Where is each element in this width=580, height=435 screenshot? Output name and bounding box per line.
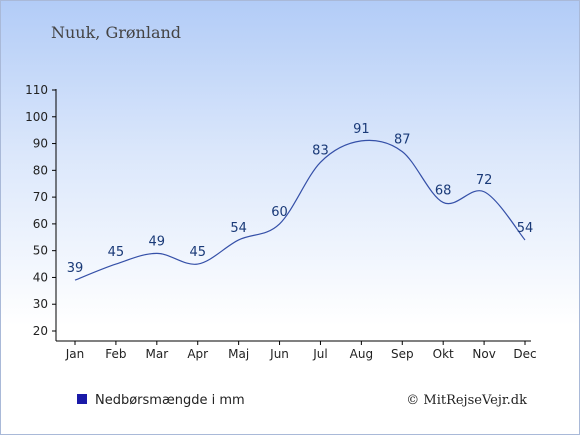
x-tick-label: Mar (145, 347, 168, 361)
y-tick-label: 20 (33, 324, 48, 338)
x-tick-label: Dec (513, 347, 536, 361)
y-tick-label: 80 (33, 163, 48, 177)
data-label: 87 (394, 133, 411, 148)
y-tick-label: 70 (33, 190, 48, 204)
y-tick-label: 40 (33, 270, 48, 284)
data-label: 39 (67, 261, 84, 276)
x-axis-ticks: Jan Feb Mar Apr Maj Jun Jul Aug Sep Okt Nov Dec (65, 341, 537, 361)
x-tick-label: Maj (228, 347, 249, 361)
x-tick-label: Apr (187, 347, 208, 361)
legend: Nedbørsmængde i mm (77, 393, 245, 408)
y-tick-label: 100 (25, 110, 48, 124)
x-tick-label: Sep (391, 347, 414, 361)
data-label: 83 (312, 143, 329, 158)
precipitation-series-line (74, 139, 526, 281)
data-labels: 39 45 49 45 54 60 83 91 87 68 72 54 (67, 122, 534, 276)
y-tick-label: 30 (33, 297, 48, 311)
y-tick-label: 90 (33, 137, 48, 151)
x-tick-label: Aug (350, 347, 373, 361)
legend-swatch (77, 394, 87, 404)
y-tick-label: 110 (25, 83, 48, 97)
location-title: Nuuk, Grønland (51, 23, 181, 42)
x-tick-label: Jun (269, 347, 289, 361)
y-tick-label: 60 (33, 217, 48, 231)
data-label: 91 (353, 122, 370, 137)
data-label: 72 (476, 173, 493, 188)
y-axis-ticks: 20 30 40 50 60 70 80 90 100 110 (25, 83, 56, 338)
data-label: 54 (517, 221, 534, 236)
data-label: 45 (108, 245, 125, 260)
x-tick-label: Jul (312, 347, 327, 361)
x-tick-label: Nov (472, 347, 495, 361)
y-tick-label: 50 (33, 244, 48, 258)
x-tick-label: Jan (65, 347, 85, 361)
data-label: 68 (435, 183, 452, 198)
legend-label: Nedbørsmængde i mm (95, 393, 245, 408)
x-tick-label: Okt (433, 347, 454, 361)
data-label: 60 (271, 205, 288, 220)
data-label: 49 (149, 234, 166, 249)
x-tick-label: Feb (105, 347, 126, 361)
axes (55, 89, 531, 342)
data-label: 54 (230, 221, 247, 236)
credit-text: © MitRejseVejr.dk (406, 393, 527, 408)
data-label: 45 (189, 245, 206, 260)
